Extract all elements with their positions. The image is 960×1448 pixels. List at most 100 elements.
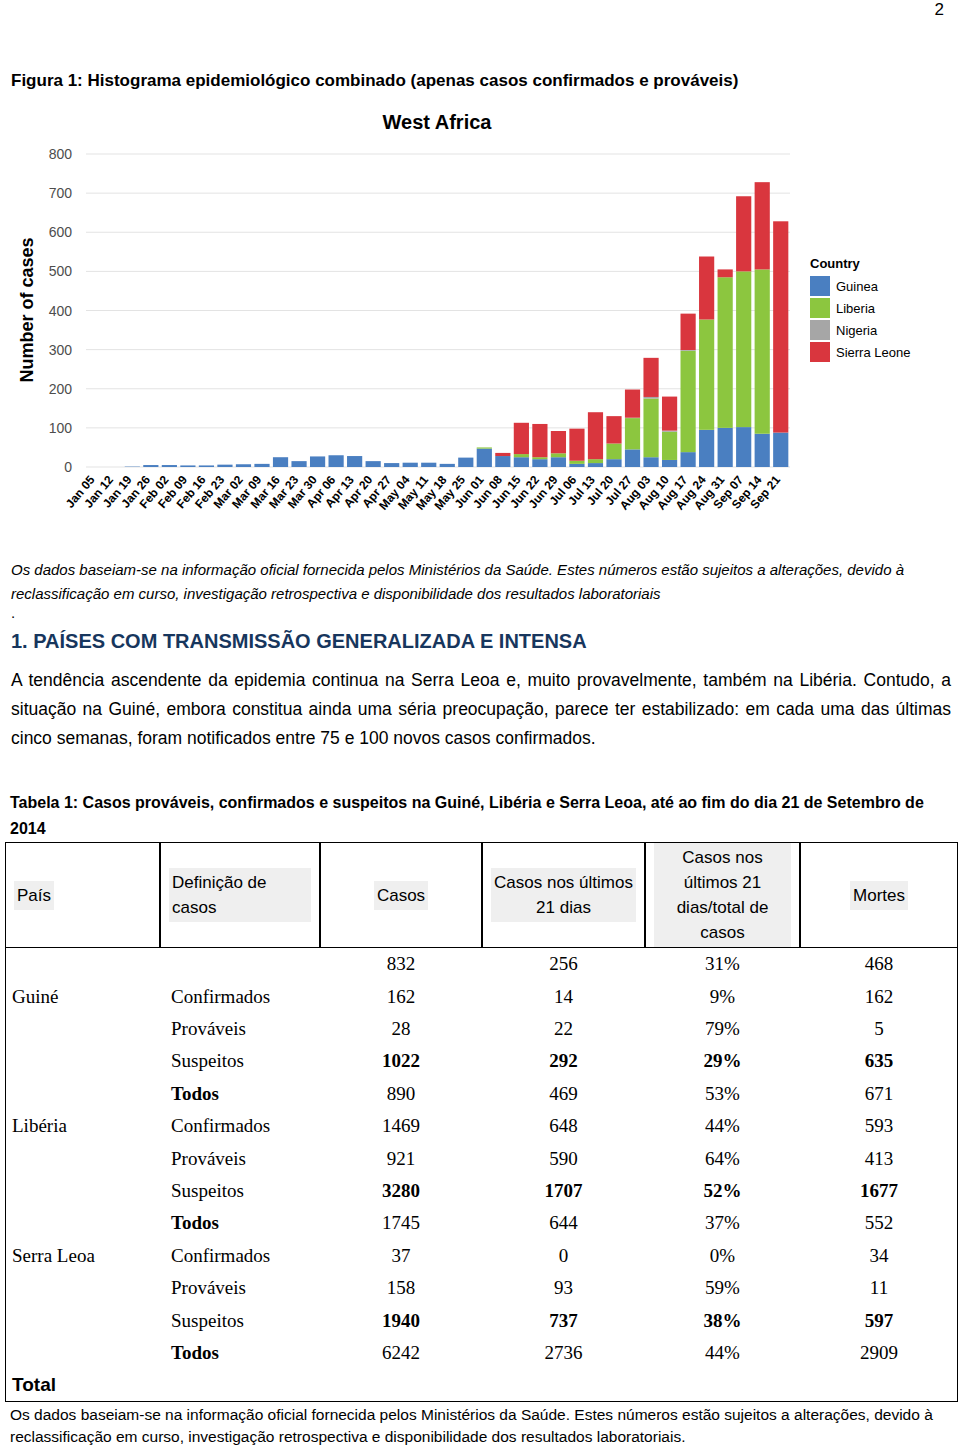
table-cell: 162	[800, 980, 958, 1012]
table-cell: 292	[482, 1045, 645, 1077]
y-tick-label: 300	[49, 342, 73, 358]
bar	[440, 463, 455, 464]
bar	[199, 465, 214, 466]
y-tick-label: 100	[49, 420, 73, 436]
bar	[403, 462, 418, 463]
bar	[291, 461, 306, 467]
bar	[162, 465, 177, 467]
table-cell: 0	[482, 1240, 645, 1272]
bar	[495, 453, 510, 456]
bar	[236, 464, 251, 465]
table-cell: 1940	[320, 1304, 482, 1336]
legend-label: Nigeria	[836, 323, 878, 338]
legend-label: Sierra Leone	[836, 345, 910, 360]
grid-line	[86, 193, 790, 194]
table-cell: 9%	[645, 980, 800, 1012]
bar	[291, 461, 306, 462]
bar	[662, 431, 677, 432]
y-tick-label: 700	[49, 185, 73, 201]
bar	[736, 427, 751, 467]
table-cell: 14	[482, 980, 645, 1012]
table-cell: Prováveis	[160, 1272, 320, 1304]
table-cell: 44%	[645, 1110, 800, 1142]
table-cell: 1022	[320, 1045, 482, 1077]
table-cell: 1469	[320, 1110, 482, 1142]
table-cell: 59%	[645, 1272, 800, 1304]
chart-note-end: .	[11, 604, 15, 621]
y-tick-label: 800	[49, 146, 73, 162]
bar	[736, 196, 751, 271]
bar	[643, 397, 658, 399]
bar	[254, 463, 269, 464]
bar	[329, 455, 344, 456]
bar	[514, 457, 529, 467]
table-cell: 5	[800, 1013, 958, 1045]
table-cell: Suspeitos	[160, 1175, 320, 1207]
bar	[606, 444, 621, 460]
table-cell: 93	[482, 1272, 645, 1304]
bar	[458, 457, 473, 458]
section-heading: 1. PAÍSES COM TRANSMISSÃO GENERALIZADA E…	[11, 630, 587, 653]
chart-title: West Africa	[383, 111, 493, 133]
bar	[329, 455, 344, 456]
bar	[236, 464, 251, 465]
legend-title: Country	[810, 256, 861, 271]
table-cell: Confirmados	[160, 1240, 320, 1272]
bar	[755, 434, 770, 467]
bar	[458, 457, 473, 458]
bar	[291, 461, 306, 462]
table-cell: 635	[800, 1045, 958, 1077]
bar	[421, 462, 436, 463]
bar	[421, 463, 436, 467]
bar	[106, 467, 121, 468]
bar	[143, 465, 158, 466]
bar	[625, 390, 640, 418]
table-cell: 593	[800, 1110, 958, 1142]
bar	[662, 432, 677, 460]
bar	[125, 466, 140, 467]
table-cell: Confirmados	[160, 980, 320, 1012]
bar	[199, 465, 214, 467]
bar	[180, 465, 195, 466]
bar	[162, 465, 177, 466]
table-cell: 158	[320, 1272, 482, 1304]
table-note: Os dados baseiam-se na informação oficia…	[10, 1404, 955, 1448]
bar	[310, 456, 325, 467]
table-cell: 832	[320, 948, 482, 980]
bar	[588, 463, 603, 467]
bar	[477, 449, 492, 467]
table-cell: 0%	[645, 1240, 800, 1272]
bar	[440, 463, 455, 464]
section-paragraph: A tendência ascendente da epidemia conti…	[11, 666, 951, 753]
table-cell: Todos	[160, 1207, 320, 1239]
bar	[88, 467, 103, 468]
bar	[273, 457, 288, 458]
bar	[403, 463, 418, 467]
chart-note: Os dados baseiam-se na informação oficia…	[11, 558, 953, 606]
bar	[310, 456, 325, 457]
chart: West Africa0100200300400500600700800Numb…	[0, 0, 960, 548]
table-header-text: Casos nos últimos 21 dias	[491, 868, 636, 922]
bar	[125, 466, 140, 467]
table-cell: 648	[482, 1110, 645, 1142]
bar	[532, 459, 547, 467]
table-cell: 64%	[645, 1142, 800, 1174]
bar	[532, 424, 547, 457]
grid-line	[86, 310, 790, 311]
bar	[199, 465, 214, 466]
bar	[347, 456, 362, 467]
bar	[551, 453, 566, 457]
table-header-text: Casos	[374, 881, 428, 910]
table-cell: 34	[800, 1240, 958, 1272]
bar	[329, 455, 344, 467]
bar	[310, 456, 325, 457]
bar	[106, 467, 121, 468]
bar	[143, 465, 158, 466]
bar	[421, 462, 436, 463]
x-tick-label: Sep 21	[747, 473, 783, 512]
bar	[329, 455, 344, 456]
bar	[699, 257, 714, 320]
table-cell: 921	[320, 1142, 482, 1174]
bar	[569, 429, 584, 461]
bar	[88, 467, 103, 468]
